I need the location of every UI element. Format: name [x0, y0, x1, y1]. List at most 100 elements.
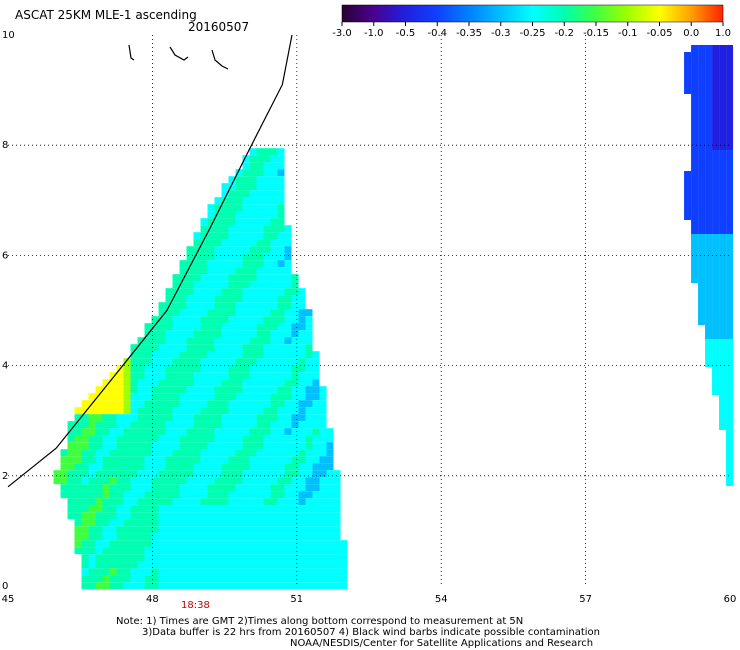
swath-cell [186, 393, 194, 401]
swath-cell [179, 344, 187, 352]
swath-cell [193, 316, 201, 324]
swath-cell [200, 533, 208, 541]
swath-cell [270, 337, 278, 345]
swath-cell [256, 582, 264, 590]
swath-cell [719, 220, 727, 227]
swath-cell [684, 213, 692, 220]
swath-cell [263, 344, 271, 352]
swath-cell [705, 269, 713, 276]
swath-cell [277, 309, 285, 317]
swath-cell [284, 351, 292, 359]
swath-cell [200, 477, 208, 485]
swath-cell [172, 533, 180, 541]
swath-cell [123, 379, 131, 387]
swath-cell [256, 204, 264, 212]
swath-cell [144, 358, 152, 366]
swath-cell [186, 330, 194, 338]
swath-cell [228, 330, 236, 338]
swath-cell [221, 414, 229, 422]
swath-cell [172, 582, 180, 590]
swath-cell [235, 302, 243, 310]
swath-cell [256, 442, 264, 450]
swath-cell [214, 358, 222, 366]
swath-cell [719, 213, 727, 220]
swath-cell [207, 302, 215, 310]
swath-cell [326, 554, 334, 562]
swath-cell [312, 372, 320, 380]
swath-cell [270, 470, 278, 478]
swath-cell [179, 505, 187, 513]
swath-cell [284, 505, 292, 513]
swath-cell [186, 547, 194, 555]
swath-cell [277, 302, 285, 310]
swath-cell [200, 463, 208, 471]
swath-cell [291, 519, 299, 527]
swath-cell [242, 575, 250, 583]
swath-cell [137, 491, 145, 499]
swath-cell [291, 400, 299, 408]
swath-cell [242, 386, 250, 394]
colorbar [341, 4, 724, 23]
swath-cell [81, 547, 89, 555]
swath-cell [221, 428, 229, 436]
swath-cell [277, 414, 285, 422]
swath-cell [256, 211, 264, 219]
swath-cell [74, 519, 82, 527]
swath-cell [193, 526, 201, 534]
swath-cell [228, 281, 236, 289]
swath-cell [151, 316, 159, 324]
swath-cell [256, 428, 264, 436]
swath-cell [200, 435, 208, 443]
swath-cell [705, 304, 713, 311]
swath-cell [179, 449, 187, 457]
swath-cell [81, 575, 89, 583]
swath-cell [158, 575, 166, 583]
swath-cell [284, 365, 292, 373]
swath-cell [193, 554, 201, 562]
swath-cell [712, 45, 720, 52]
swath-cell [726, 150, 734, 157]
swath-cell [270, 260, 278, 268]
swath-cell [284, 568, 292, 576]
swath-cell [291, 568, 299, 576]
swath-cell [698, 262, 706, 269]
swath-cell [719, 234, 727, 241]
swath-cell [326, 533, 334, 541]
swath-cell [193, 519, 201, 527]
swath-cell [228, 533, 236, 541]
swath-cell [221, 204, 229, 212]
swath-cell [214, 344, 222, 352]
swath-cell [179, 526, 187, 534]
swath-cell [200, 344, 208, 352]
swath-cell [277, 148, 285, 156]
swath-cell [74, 428, 82, 436]
swath-cell [158, 309, 166, 317]
swath-cell [137, 421, 145, 429]
swath-cell [691, 115, 699, 122]
swath-cell [74, 421, 82, 429]
swath-cell [116, 526, 124, 534]
swath-cell [270, 358, 278, 366]
swath-cell [158, 365, 166, 373]
swath-cell [235, 498, 243, 506]
swath-cell [200, 386, 208, 394]
swath-cell [221, 260, 229, 268]
swath-cell [684, 73, 692, 80]
swath-cell [109, 519, 117, 527]
swath-cell [88, 456, 96, 464]
y-tick-label: 4 [2, 361, 8, 372]
swath-cell [691, 59, 699, 66]
swath-cell [172, 323, 180, 331]
swath-cell [277, 246, 285, 254]
swath-cell [186, 253, 194, 261]
swath-cell [200, 246, 208, 254]
swath-cell [88, 484, 96, 492]
swath-cell [719, 59, 727, 66]
swath-cell [705, 122, 713, 129]
swath-cell [242, 190, 250, 198]
swath-cell [102, 519, 110, 527]
swath-cell [298, 330, 306, 338]
swath-cell [165, 414, 173, 422]
swath-cell [186, 302, 194, 310]
swath-cell [130, 498, 138, 506]
